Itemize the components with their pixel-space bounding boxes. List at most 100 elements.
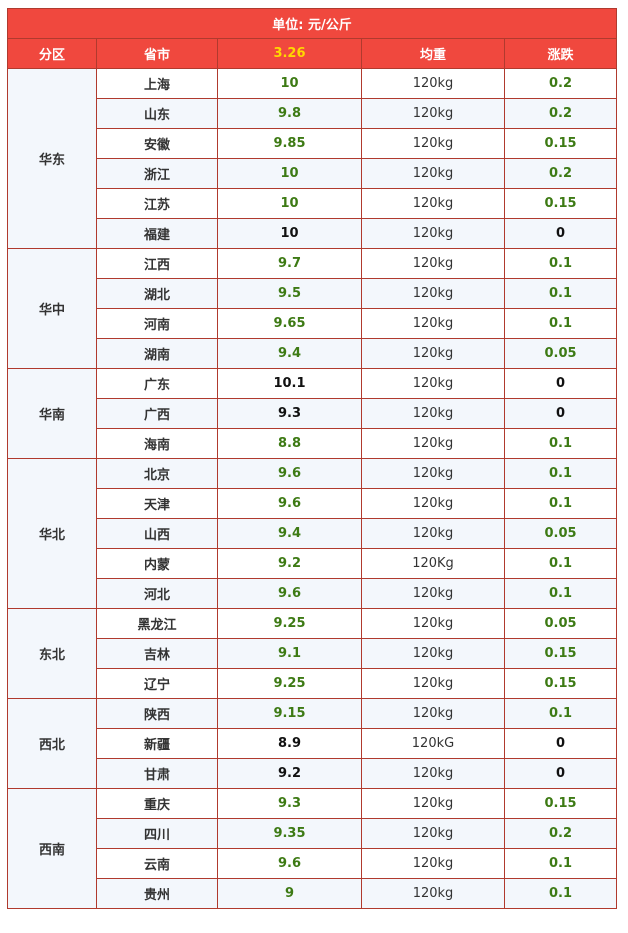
change-cell: 0.2 (503, 68, 618, 99)
province-cell: 湖北 (96, 278, 218, 309)
province-cell: 陕西 (96, 698, 218, 729)
change-cell: 0.1 (503, 278, 618, 309)
price-cell: 9.6 (217, 578, 362, 609)
weight-cell: 120kg (361, 158, 505, 189)
weight-cell: 120kg (361, 518, 505, 549)
weight-cell: 120kg (361, 668, 505, 699)
price-cell: 8.9 (217, 728, 362, 759)
price-cell: 9.4 (217, 518, 362, 549)
price-cell: 9.35 (217, 818, 362, 849)
unit-label: 单位: 元/公斤 (6, 8, 618, 39)
table-row: 华中 江西 9.7 120kg 0.1 (7, 248, 618, 369)
price-cell: 9.2 (217, 758, 362, 789)
change-cell: 0.15 (503, 788, 618, 819)
province-cell: 江苏 (96, 188, 218, 219)
table-row: 广西 9.3 120kg 0 (8, 398, 618, 429)
price-cell: 9.7 (217, 248, 362, 279)
weight-cell: 120kG (361, 728, 505, 759)
price-cell: 9.25 (217, 608, 362, 639)
table-row: 内蒙 9.2 120Kg 0.1 (8, 548, 618, 579)
weight-cell: 120kg (361, 218, 505, 249)
table-row: 浙江 10 120kg 0.2 (8, 158, 618, 189)
province-cell: 黑龙江 (96, 608, 218, 639)
price-cell: 9.1 (217, 638, 362, 669)
header-row: 分区 省市 3.26 均重 涨跌 (7, 38, 618, 69)
weight-cell: 120kg (361, 608, 505, 639)
change-cell: 0 (503, 728, 618, 759)
weight-cell: 120kg (361, 788, 505, 819)
province-cell: 浙江 (96, 158, 218, 189)
province-cell: 贵州 (96, 878, 218, 909)
table-row: 新疆 8.9 120kG 0 (8, 728, 618, 759)
region-cell: 西南 (7, 788, 97, 909)
weight-cell: 120kg (361, 248, 505, 279)
price-cell: 9.2 (217, 548, 362, 579)
province-cell: 重庆 (96, 788, 218, 819)
weight-cell: 120kg (361, 848, 505, 879)
weight-cell: 120kg (361, 68, 505, 99)
region-cell: 华北 (7, 458, 97, 609)
table-row: 华东 上海 10 120kg 0.2 (7, 68, 618, 249)
region-cell: 东北 (7, 608, 97, 699)
table-row: 山东 9.8 120kg 0.2 (8, 98, 618, 129)
change-cell: 0.1 (503, 548, 618, 579)
price-cell: 10 (217, 158, 362, 189)
weight-cell: 120kg (361, 368, 505, 399)
weight-cell: 120kg (361, 488, 505, 519)
weight-cell: 120kg (361, 698, 505, 729)
table-row: 河南 9.65 120kg 0.1 (8, 308, 618, 339)
table-row: 福建 10 120kg 0 (8, 218, 618, 249)
price-cell: 9.25 (217, 668, 362, 699)
province-cell: 广西 (96, 398, 218, 429)
weight-cell: 120kg (361, 758, 505, 789)
province-cell: 北京 (96, 458, 218, 489)
table-row: 天津 9.6 120kg 0.1 (8, 488, 618, 519)
table-row: 湖北 9.5 120kg 0.1 (8, 278, 618, 309)
change-cell: 0.1 (503, 848, 618, 879)
change-cell: 0.1 (503, 488, 618, 519)
header-change: 涨跌 (503, 38, 618, 69)
change-cell: 0.1 (503, 248, 618, 279)
change-cell: 0.1 (503, 578, 618, 609)
weight-cell: 120kg (361, 578, 505, 609)
price-cell: 9.65 (217, 308, 362, 339)
weight-cell: 120kg (361, 458, 505, 489)
table-row: 江苏 10 120kg 0.15 (8, 188, 618, 219)
region-cell: 华中 (7, 248, 97, 369)
table-row: 云南 9.6 120kg 0.1 (8, 848, 618, 879)
price-cell: 9.4 (217, 338, 362, 369)
change-cell: 0.1 (503, 428, 618, 459)
weight-cell: 120kg (361, 338, 505, 369)
change-cell: 0.15 (503, 668, 618, 699)
province-cell: 广东 (96, 368, 218, 399)
price-cell: 9.15 (217, 698, 362, 729)
weight-cell: 120kg (361, 818, 505, 849)
province-cell: 湖南 (96, 338, 218, 369)
province-cell: 山东 (96, 98, 218, 129)
change-cell: 0.1 (503, 878, 618, 909)
table-row: 山西 9.4 120kg 0.05 (8, 518, 618, 549)
province-cell: 河南 (96, 308, 218, 339)
table-row: 东北 黑龙江 9.25 120kg 0.05 (7, 608, 618, 699)
price-cell: 9 (217, 878, 362, 909)
unit-row: 单位: 元/公斤 (6, 8, 618, 39)
change-cell: 0.2 (503, 158, 618, 189)
change-cell: 0.15 (503, 128, 618, 159)
change-cell: 0.2 (503, 818, 618, 849)
weight-cell: 120Kg (361, 548, 505, 579)
header-date: 3.26 (217, 38, 362, 69)
weight-cell: 120kg (361, 428, 505, 459)
change-cell: 0 (503, 398, 618, 429)
table-row: 辽宁 9.25 120kg 0.15 (8, 668, 618, 699)
price-cell: 10 (217, 188, 362, 219)
price-cell: 9.3 (217, 788, 362, 819)
province-cell: 新疆 (96, 728, 218, 759)
province-cell: 山西 (96, 518, 218, 549)
price-cell: 9.5 (217, 278, 362, 309)
change-cell: 0.15 (503, 188, 618, 219)
province-cell: 甘肃 (96, 758, 218, 789)
weight-cell: 120kg (361, 308, 505, 339)
table-body: 华东 上海 10 120kg 0.2 山东 9.8 120kg 0.2 安徽 9.85 120kg 0.… (7, 68, 618, 909)
change-cell: 0.1 (503, 458, 618, 489)
table-row: 湖南 9.4 120kg 0.05 (8, 338, 618, 369)
